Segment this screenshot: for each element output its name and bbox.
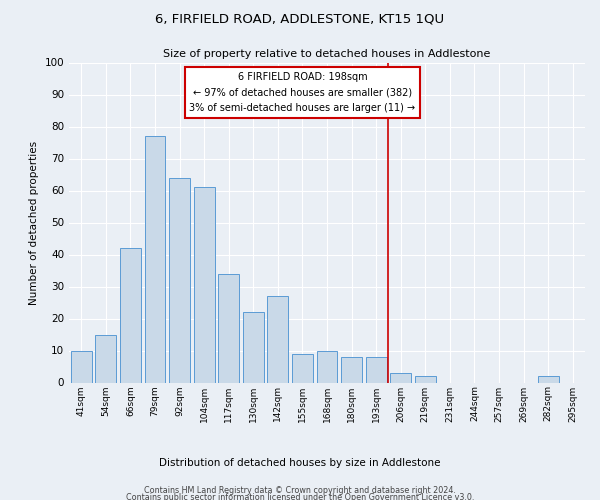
Bar (194, 188, 215, 382)
Bar (415, 376, 436, 382)
Bar (538, 376, 559, 382)
Bar (120, 248, 141, 382)
Text: 6, FIRFIELD ROAD, ADDLESTONE, KT15 1QU: 6, FIRFIELD ROAD, ADDLESTONE, KT15 1QU (155, 12, 445, 26)
Bar (169, 178, 190, 382)
Text: Distribution of detached houses by size in Addlestone: Distribution of detached houses by size … (159, 458, 441, 468)
Bar (243, 312, 264, 382)
Text: 6 FIRFIELD ROAD: 198sqm
← 97% of detached houses are smaller (382)
3% of semi-de: 6 FIRFIELD ROAD: 198sqm ← 97% of detache… (190, 72, 415, 114)
Y-axis label: Number of detached properties: Number of detached properties (29, 140, 39, 304)
Bar (317, 350, 337, 382)
Bar (95, 334, 116, 382)
Bar (292, 354, 313, 382)
Text: Contains HM Land Registry data © Crown copyright and database right 2024.: Contains HM Land Registry data © Crown c… (144, 486, 456, 495)
Bar (71, 350, 92, 382)
Bar (365, 357, 386, 382)
Bar (218, 274, 239, 382)
Bar (390, 373, 411, 382)
Text: Contains public sector information licensed under the Open Government Licence v3: Contains public sector information licen… (126, 494, 474, 500)
Bar (145, 136, 166, 382)
Bar (341, 357, 362, 382)
Title: Size of property relative to detached houses in Addlestone: Size of property relative to detached ho… (163, 49, 491, 59)
Bar (268, 296, 289, 382)
